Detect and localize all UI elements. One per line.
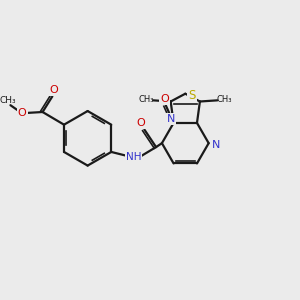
Text: CH₃: CH₃	[217, 95, 232, 104]
Text: O: O	[49, 85, 58, 94]
Text: S: S	[188, 89, 196, 102]
Text: O: O	[160, 94, 169, 103]
Text: N: N	[212, 140, 221, 150]
Text: CH₃: CH₃	[139, 95, 154, 104]
Text: N: N	[167, 114, 175, 124]
Text: O: O	[136, 118, 145, 128]
Text: CH₃: CH₃	[0, 96, 16, 105]
Text: O: O	[18, 108, 26, 118]
Text: NH: NH	[126, 152, 141, 162]
